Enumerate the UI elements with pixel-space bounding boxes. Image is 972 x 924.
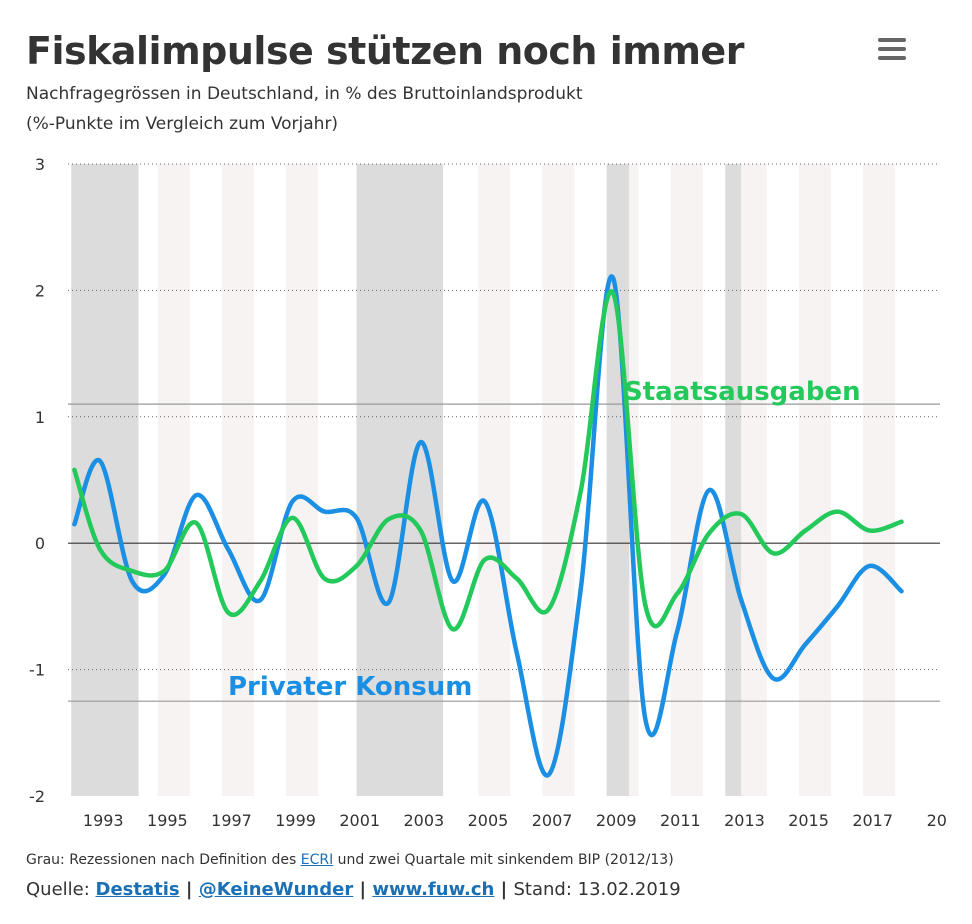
chart-subtitle: Nachfragegrössen in Deutschland, in % de… [26,84,583,104]
source-keinewunder-link[interactable]: @KeineWunder [198,879,354,900]
x-tick-label: 2001 [339,811,380,830]
y-tick-label: -1 [29,661,45,680]
y-tick-label: 1 [35,408,45,427]
year-band [798,164,831,796]
year-band [286,164,319,796]
hamburger-menu-icon[interactable] [878,38,906,60]
x-tick-label: 2015 [788,811,829,830]
x-tick-label: 2013 [724,811,765,830]
x-tick-label: 1993 [83,811,124,830]
x-tick-label: 20 [927,811,947,830]
y-tick-label: 0 [35,534,45,553]
annotation-privater-konsum: Privater Konsum [228,672,472,702]
recession-note: Grau: Rezessionen nach Definition des EC… [26,852,674,868]
annotation-staatsausgaben: Staatsausgaben [624,377,861,407]
x-tick-label: 2003 [403,811,444,830]
x-tick-label: 2007 [532,811,573,830]
x-tick-label: 2005 [468,811,509,830]
x-tick-label: 1999 [275,811,316,830]
year-band [478,164,511,796]
year-band [221,164,254,796]
source-fuw-link[interactable]: www.fuw.ch [372,879,495,900]
y-tick-label: -2 [29,787,45,806]
year-band [863,164,896,796]
ecri-link[interactable]: ECRI [300,852,334,868]
series-line-staatsausgaben [72,289,904,632]
x-tick-label: 2011 [660,811,701,830]
line-chart: 3 2 1 0 -1 -2 1993 1995 1997 1999 2001 2003 2005 2007… [29,155,947,830]
x-tick-label: 1997 [211,811,252,830]
x-tick-label: 2017 [852,811,893,830]
recession-band [606,164,630,796]
x-tick-label: 2009 [596,811,637,830]
year-band [157,164,190,796]
x-tick-label: 1995 [147,811,188,830]
y-tick-label: 2 [35,281,45,300]
series-line-privater-konsum [72,274,904,778]
chart-title: Fiskalimpulse stützen noch immer [26,29,744,73]
year-band [670,164,703,796]
source-destatis-link[interactable]: Destatis [95,879,180,900]
recession-band [725,164,742,796]
recession-band [356,164,444,796]
chart-subtitle-units: (%-Punkte im Vergleich zum Vorjahr) [26,114,339,134]
year-band [741,164,767,796]
source-line: Quelle: Destatis | @KeineWunder | www.fu… [26,879,681,900]
y-tick-label: 3 [35,155,45,174]
